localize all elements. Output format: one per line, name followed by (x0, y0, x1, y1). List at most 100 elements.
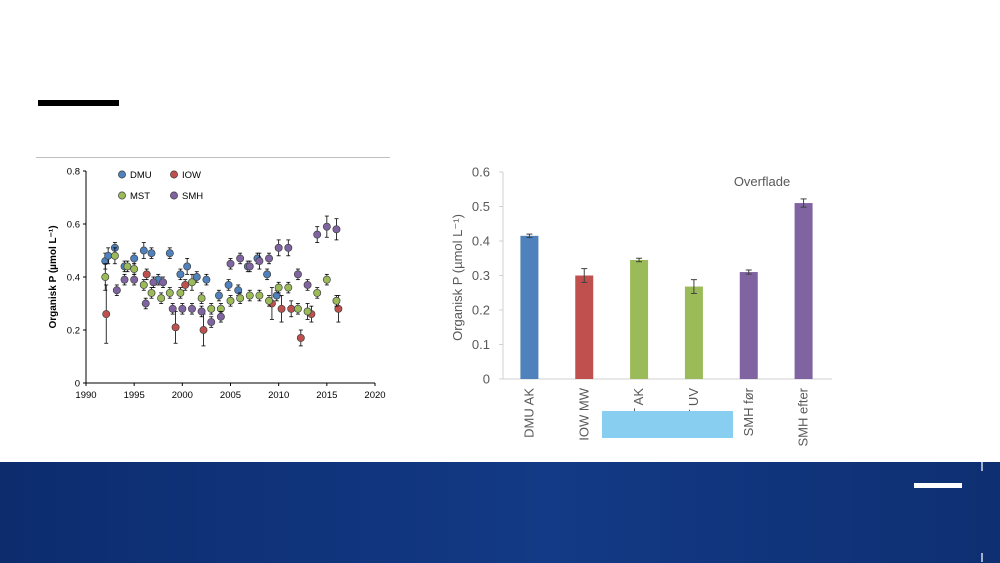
data-point-smh (178, 304, 187, 313)
data-point-dmu (263, 270, 272, 279)
y-axis-label: Organisk P (µmol L⁻¹) (48, 225, 59, 328)
data-point-iow (102, 310, 111, 319)
data-point-mst (236, 294, 245, 303)
y-tick-label: 0 (483, 372, 490, 387)
y-axis-label: Organisk P (µmol L⁻¹) (450, 214, 465, 341)
annotation-overflade: Overflade (734, 174, 790, 189)
data-point-dmu (234, 286, 243, 295)
data-point-smh (265, 254, 273, 263)
data-point-mst (207, 304, 216, 313)
data-point-smh (188, 304, 196, 313)
data-point-mst (284, 283, 293, 292)
data-point-iow (142, 270, 151, 279)
data-point-smh (149, 278, 158, 287)
data-point-mst (274, 283, 283, 292)
y-tick-label: 0.6 (472, 165, 490, 180)
data-point-smh (120, 275, 129, 284)
data-point-mst (176, 288, 185, 297)
data-point-dmu (183, 262, 192, 271)
data-point-smh (332, 225, 341, 234)
y-tick-label: 0.4 (472, 234, 490, 249)
bar-smh-f-r (739, 272, 758, 379)
data-point-mst (101, 273, 110, 281)
category-label-iow-mw: IOW MW (576, 387, 591, 440)
data-point-dmu (176, 270, 185, 279)
title-bar (38, 100, 119, 106)
data-point-iow (181, 281, 190, 289)
data-point-mst (303, 307, 312, 316)
data-point-smh (168, 304, 177, 313)
data-point-smh (293, 270, 302, 279)
data-point-mst (157, 294, 166, 303)
data-point-mst (293, 304, 302, 313)
data-point-smh (255, 257, 264, 266)
y-tick-label: 0.1 (472, 337, 490, 352)
footer-tick-top (981, 462, 983, 471)
y-tick-label: 0.8 (67, 167, 80, 178)
data-point-mst (322, 275, 331, 284)
bar-iow-mw (575, 275, 594, 379)
x-tick-label: 2015 (316, 390, 337, 401)
legend-label-dmu: DMU (130, 170, 152, 181)
data-point-smh (322, 222, 331, 231)
bar-mst-ak (630, 259, 649, 379)
data-point-dmu (165, 249, 174, 258)
data-point-mst (332, 296, 341, 305)
y-tick-label: 0.2 (472, 303, 490, 318)
y-tick-label: 0.4 (67, 273, 80, 284)
footer-tick-bottom (981, 553, 983, 562)
y-tick-label: 0.2 (67, 326, 80, 337)
series-smh (112, 215, 341, 328)
y-tick-label: 0.5 (472, 199, 490, 214)
y-tick-label: 0 (75, 379, 80, 390)
data-point-mst (110, 251, 119, 260)
data-point-mst (245, 291, 254, 300)
data-point-iow (334, 304, 343, 313)
data-point-iow (296, 334, 305, 342)
data-point-smh (112, 286, 121, 295)
data-point-dmu (139, 246, 148, 255)
category-label-smh-efter: SMH efter (796, 387, 811, 446)
label-cover-box (602, 411, 733, 438)
data-point-iow (199, 326, 208, 334)
data-point-smh (236, 254, 245, 263)
data-point-dmu (214, 291, 223, 300)
y-tick-label: 0.3 (472, 268, 490, 283)
data-point-mst (265, 296, 273, 305)
legend-marker-dmu (118, 170, 126, 179)
data-point-smh (159, 278, 168, 287)
legend-marker-iow (170, 170, 178, 179)
data-point-smh (141, 299, 150, 308)
x-tick-label: 2005 (220, 390, 241, 401)
data-point-smh (303, 281, 312, 289)
category-label-dmu-ak: DMU AK (521, 388, 536, 438)
data-point-dmu (147, 249, 156, 258)
series-mst (101, 247, 341, 320)
bar-mst-uv (684, 286, 703, 379)
legend-label-smh: SMH (182, 191, 203, 202)
data-point-mst (313, 288, 322, 297)
x-tick-label: 2010 (268, 390, 289, 401)
data-point-mst (226, 296, 235, 305)
data-point-iow (277, 304, 286, 313)
x-tick-label: 2020 (364, 390, 385, 401)
x-tick-label: 1995 (124, 390, 145, 401)
data-point-mst (188, 278, 196, 287)
data-point-smh (197, 307, 206, 316)
data-point-mst (139, 281, 148, 289)
bar-smh-efter (794, 203, 813, 379)
data-point-iow (171, 323, 180, 332)
footer-dash (914, 483, 962, 488)
footer-band (0, 462, 1000, 563)
data-point-dmu (202, 275, 211, 284)
data-point-mst (255, 291, 264, 300)
data-point-mst (197, 294, 206, 303)
x-tick-label: 2000 (172, 390, 193, 401)
data-point-smh (226, 259, 235, 268)
data-point-smh (207, 318, 216, 326)
data-point-smh (274, 243, 283, 252)
category-label-smh-f-r: SMH før (741, 387, 756, 436)
data-point-mst (130, 265, 139, 273)
legend-label-mst: MST (130, 191, 150, 202)
